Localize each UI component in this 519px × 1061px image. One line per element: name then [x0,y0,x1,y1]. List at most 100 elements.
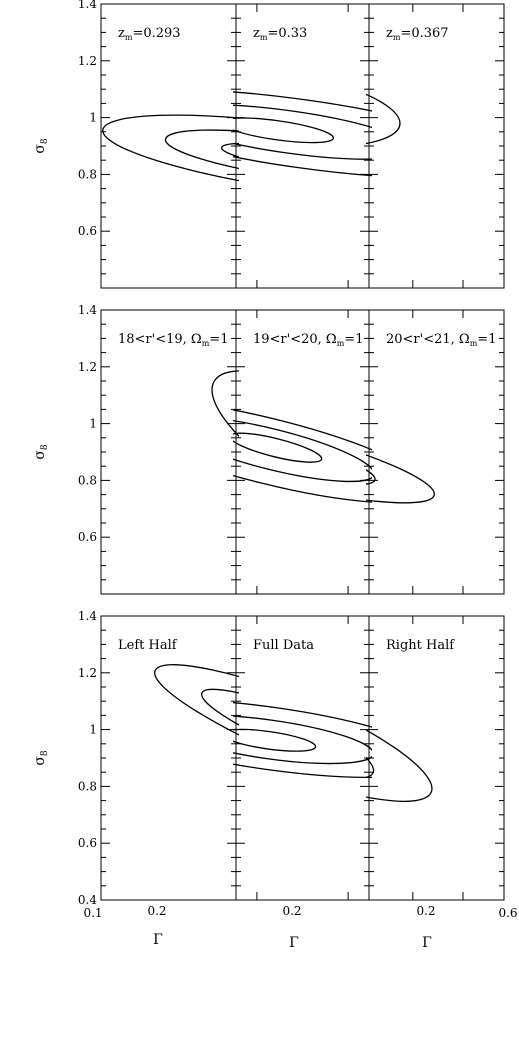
y-axis-label: σ8 [32,750,50,766]
contour-level [287,423,376,490]
contour-level [366,655,433,802]
row-frame [100,615,505,901]
y-tick-label: 1 [89,111,97,125]
contour-level [233,416,372,483]
x-axis-label: Γ [153,932,163,948]
y-tick-label: 0.8 [78,167,97,181]
contour-level [366,59,401,148]
panel-label-sub: m [260,33,268,42]
contour-level [233,89,372,179]
panel-label-main: Right Half [386,638,455,653]
panel-label: 19<r'<20, Ωm=1 [253,332,363,348]
contour-level [201,688,239,782]
contour-group [233,698,372,778]
panel-label: 18<r'<19, Ωm=1 [118,332,228,348]
y-axis-subscript: 8 [40,444,50,450]
panel-label-rest: =1 [477,332,496,347]
y-tick-label: 0.8 [78,779,97,793]
y-axis-label: σ8 [32,138,50,154]
contour-level [220,142,239,169]
y-tick-label: 1.2 [78,54,97,68]
y-axis-symbol: σ [32,756,48,766]
panel-label-main: z [253,26,260,41]
panel-label: 20<r'<21, Ωm=1 [386,332,496,348]
panel-label: Right Half [386,638,455,653]
panel-label-main: 19<r'<20, Ω [253,332,337,347]
contour-level [233,432,323,463]
panel-label-main: 18<r'<19, Ω [118,332,202,347]
contour-group [102,114,239,202]
contour-level [233,117,335,144]
y-tick-label: 1.4 [78,609,97,623]
panel-label-sub: m [125,33,133,42]
x-tick-label: 0.1 [83,906,102,920]
axes-layer [100,3,505,901]
y-tick-label: 1 [89,417,97,431]
contour-level [366,423,376,486]
y-tick-label: 0.6 [78,224,97,238]
x-tick-label: 0.2 [416,904,435,918]
x-tick-label: 0.6 [498,906,517,920]
y-axis-symbol: σ [32,450,48,460]
contour-group [211,370,438,549]
panel-label-sub: m [337,339,345,348]
x-axis-label: Γ [289,935,299,951]
contour-group [228,405,435,504]
contour-level [228,436,324,474]
contour-level [241,383,438,532]
panel-label: zm=0.293 [118,26,181,42]
panel-label-sub: m [202,339,210,348]
x-tick-label: 0.2 [282,904,301,918]
y-axis-subscript: 8 [40,750,50,756]
y-tick-label: 0.4 [78,893,97,907]
contour-level [229,710,325,765]
contour-level [164,129,239,184]
panel-label-main: Left Half [118,638,178,653]
y-tick-label: 0.6 [78,836,97,850]
contour-group [154,664,239,813]
panel-label-rest: =0.367 [400,26,448,41]
y-tick-label: 1.2 [78,360,97,374]
panel-label: Left Half [118,638,178,653]
contour-level [233,104,372,160]
panel-label-sub: m [393,33,401,42]
y-tick-label: 1.2 [78,666,97,680]
panel-label-main: 20<r'<21, Ω [386,332,470,347]
contour-level [233,728,317,752]
panel-label-main: Full Data [253,638,314,653]
panel-label: zm=0.367 [386,26,449,42]
contour-level [102,114,239,202]
panel-label-rest: =1 [209,332,228,347]
contour-group [229,655,433,802]
contour-level [211,370,239,549]
panel-label-rest: =0.33 [267,26,307,41]
y-axis-symbol: σ [32,144,48,154]
panel-label-rest: =0.293 [132,26,180,41]
panel-label-rest: =1 [344,332,363,347]
panel-label-main: z [386,26,393,41]
panel-label: zm=0.33 [253,26,307,42]
panel-label: Full Data [253,638,314,653]
contour-group [233,89,372,179]
y-axis-subscript: 8 [40,138,50,144]
contour-level [233,698,372,778]
contour-level [366,687,375,780]
y-axis-label: σ8 [32,444,50,460]
contour-group [366,59,401,148]
y-tick-label: 1 [89,723,97,737]
contour-layer [102,59,438,813]
panel-label-main: z [118,26,125,41]
x-axis-label: Γ [422,935,432,951]
y-tick-label: 0.6 [78,530,97,544]
contour-level [154,664,239,813]
panel-label-sub: m [470,339,478,348]
contour-level [233,398,372,504]
contour-level [233,714,372,765]
row-frame [100,3,505,289]
y-tick-label: 1.4 [78,303,97,317]
y-tick-label: 1.4 [78,0,97,11]
contour-level [366,405,435,504]
x-tick-label: 0.2 [147,904,166,918]
